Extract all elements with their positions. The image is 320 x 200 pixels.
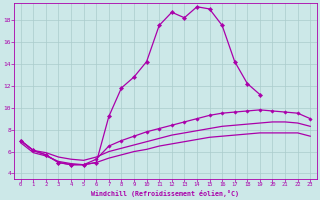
X-axis label: Windchill (Refroidissement éolien,°C): Windchill (Refroidissement éolien,°C) [92, 190, 239, 197]
